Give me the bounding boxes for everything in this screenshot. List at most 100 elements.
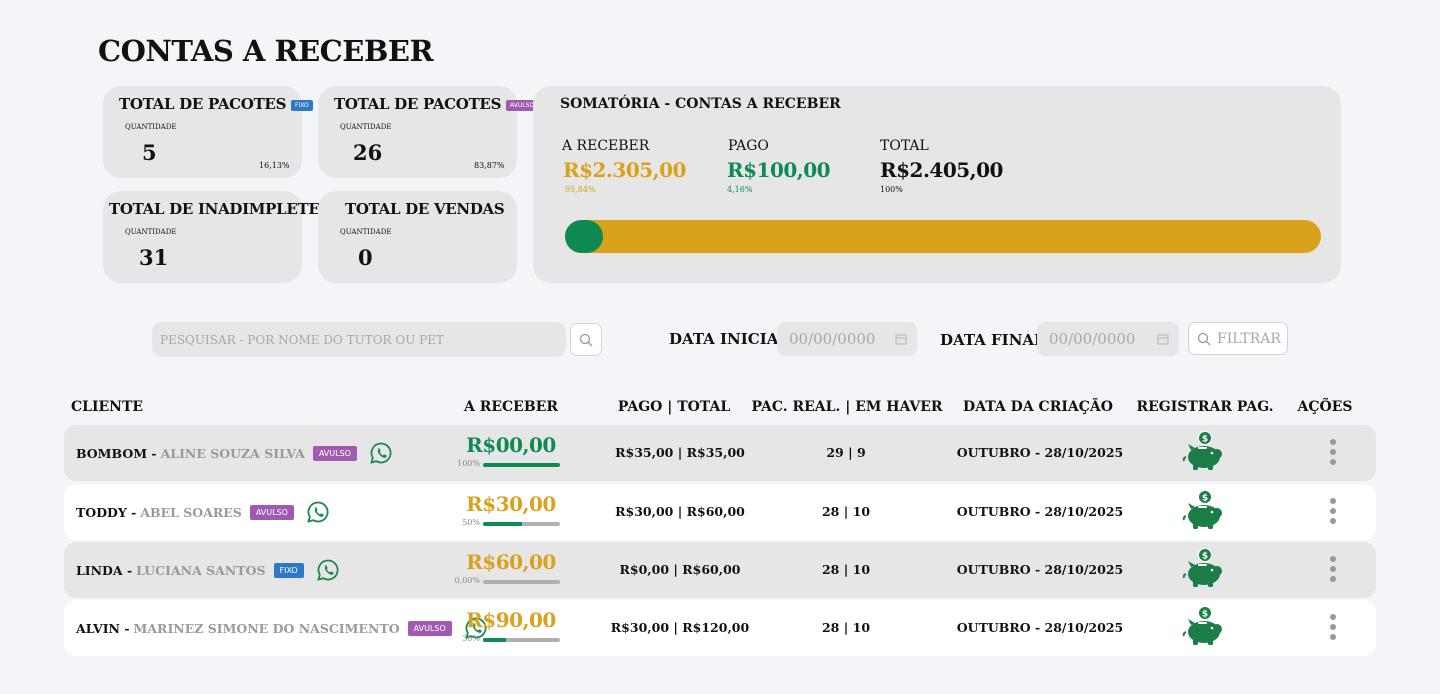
data-inicial-label: DATA INICIAL — [669, 330, 789, 348]
a-receber-label: A RECEBER — [562, 138, 650, 154]
paid-progress-bar — [483, 638, 560, 642]
table-row: TODDY - ABEL SOARES AVULSO R$30,00 50% R$30,0… — [64, 484, 1376, 540]
table-row: BOMBOM - ALINE SOUZA SILVA AVULSO R$00,00 10… — [64, 425, 1376, 481]
kebab-menu-icon[interactable] — [1330, 498, 1338, 524]
pago-value: R$100,00 — [727, 158, 831, 182]
th-pago-total: PAGO | TOTAL — [617, 399, 731, 415]
package-type-badge: FIXO — [273, 562, 304, 578]
svg-text:$: $ — [1202, 435, 1208, 445]
qty-value: 5 — [142, 140, 157, 165]
pct-value: 83,87% — [474, 161, 505, 170]
client-cell: ALVIN - MARINEZ SIMONE DO NASCIMENTO AVULS… — [76, 616, 488, 640]
th-pac-real: PAC. REAL. | EM HAVER — [751, 399, 943, 415]
paid-progress-bar — [483, 580, 560, 584]
card-title-text: TOTAL DE PACOTES — [119, 95, 287, 113]
paid-pct: 50% — [462, 518, 480, 527]
table-row: LINDA - LUCIANA SANTOS FIXO R$60,00 0,00% R$0… — [64, 542, 1376, 598]
data-criacao-cell: OUTUBRO - 28/10/2025 — [956, 620, 1124, 635]
card-title: TOTAL DE PACOTES AVULSO — [334, 95, 539, 113]
tutor-name: MARINEZ SIMONE DO NASCIMENTO — [133, 620, 400, 636]
client-cell: TODDY - ABEL SOARES AVULSO — [76, 500, 330, 524]
package-type-badge: AVULSO — [249, 504, 294, 520]
total-value: R$2.405,00 — [880, 158, 1003, 182]
qty-value: 31 — [139, 245, 169, 270]
package-type-badge: AVULSO — [312, 445, 357, 461]
amount-due: R$00,00 — [466, 433, 556, 457]
data-final-field[interactable]: 00/00/0000 — [1037, 322, 1179, 356]
pct-value: 16,13% — [259, 161, 290, 170]
avulso-badge: AVULSO — [506, 99, 539, 111]
summary-progress-fill — [565, 220, 603, 253]
qty-label: QUANTIDADE — [125, 228, 177, 236]
pet-name: BOMBOM - — [76, 445, 157, 461]
paid-progress-bar — [483, 463, 560, 467]
data-inicial-placeholder: 00/00/0000 — [789, 330, 876, 348]
pac-cell: 28 | 10 — [821, 562, 871, 577]
data-final-label: DATA FINAL — [940, 331, 1045, 349]
card-title-text: TOTAL DE PACOTES — [334, 95, 502, 113]
svg-text:$: $ — [1202, 610, 1208, 620]
piggy-bank-icon[interactable]: $ — [1181, 431, 1227, 475]
card-title: TOTAL DE VENDAS — [345, 200, 505, 218]
client-cell: BOMBOM - ALINE SOUZA SILVA AVULSO — [76, 441, 393, 465]
fixo-badge: FIXO — [291, 99, 313, 111]
data-criacao-cell: OUTUBRO - 28/10/2025 — [956, 504, 1124, 519]
kebab-menu-icon[interactable] — [1330, 556, 1338, 582]
card-title: TOTAL DE PACOTES FIXO — [119, 95, 313, 113]
qty-value: 0 — [358, 245, 373, 270]
table-row: ALVIN - MARINEZ SIMONE DO NASCIMENTO AVULS… — [64, 600, 1376, 656]
data-inicial-field[interactable]: 00/00/0000 — [777, 322, 917, 356]
svg-text:$: $ — [1202, 552, 1208, 562]
paid-pct: 100% — [457, 459, 480, 468]
paid-progress-bar — [483, 522, 560, 526]
th-data-criacao: DATA DA CRIAÇÃO — [963, 399, 1113, 415]
search-input[interactable] — [152, 322, 566, 357]
piggy-bank-icon[interactable]: $ — [1181, 606, 1227, 650]
card-total-pacotes-avulso: TOTAL DE PACOTES AVULSO QUANTIDADE 26 83… — [318, 86, 539, 178]
th-a-receber: A RECEBER — [464, 399, 558, 415]
pago-total-cell: R$0,00 | R$60,00 — [619, 562, 741, 577]
kebab-menu-icon[interactable] — [1330, 614, 1338, 640]
whatsapp-icon[interactable] — [369, 441, 393, 465]
piggy-bank-icon[interactable]: $ — [1181, 490, 1227, 534]
pago-total-cell: R$30,00 | R$60,00 — [615, 504, 745, 519]
amount-due: R$30,00 — [466, 492, 556, 516]
data-final-placeholder: 00/00/0000 — [1049, 330, 1136, 348]
whatsapp-icon[interactable] — [306, 500, 330, 524]
search-icon — [579, 333, 593, 346]
whatsapp-icon[interactable] — [464, 616, 488, 640]
summary-progress-bar — [565, 220, 1321, 253]
th-cliente: CLIENTE — [70, 399, 144, 415]
search-icon — [1197, 332, 1211, 345]
qty-label: QUANTIDADE — [340, 123, 392, 131]
svg-text:$: $ — [1202, 494, 1208, 504]
tutor-name: ALINE SOUZA SILVA — [160, 445, 305, 461]
amount-due: R$60,00 — [466, 550, 556, 574]
paid-pct: 30% — [462, 634, 480, 643]
filter-button[interactable]: FILTRAR — [1188, 322, 1288, 355]
filter-label: FILTRAR — [1217, 330, 1281, 347]
th-acoes: AÇÕES — [1297, 399, 1353, 415]
calendar-icon — [895, 334, 907, 345]
amount-due: R$90,00 — [466, 608, 556, 632]
kebab-menu-icon[interactable] — [1330, 439, 1338, 465]
pet-name: ALVIN - — [76, 620, 130, 636]
pet-name: TODDY - — [76, 504, 137, 520]
data-criacao-cell: OUTUBRO - 28/10/2025 — [956, 562, 1124, 577]
calendar-icon — [1157, 334, 1169, 345]
data-criacao-cell: OUTUBRO - 28/10/2025 — [956, 445, 1124, 460]
client-cell: LINDA - LUCIANA SANTOS FIXO — [76, 558, 340, 582]
a-receber-pct: 95,84% — [565, 185, 596, 194]
whatsapp-icon[interactable] — [316, 558, 340, 582]
pago-total-cell: R$35,00 | R$35,00 — [615, 445, 745, 460]
paid-progress-fill — [483, 638, 507, 642]
total-pct: 100% — [880, 185, 903, 194]
a-receber-value: R$2.305,00 — [563, 158, 686, 182]
paid-progress-fill — [483, 463, 560, 467]
pago-label: PAGO — [728, 138, 769, 154]
tutor-name: ABEL SOARES — [140, 504, 242, 520]
search-button[interactable] — [570, 323, 602, 356]
pago-total-cell: R$30,00 | R$120,00 — [610, 620, 750, 635]
piggy-bank-icon[interactable]: $ — [1181, 548, 1227, 592]
total-label: TOTAL — [880, 138, 929, 154]
